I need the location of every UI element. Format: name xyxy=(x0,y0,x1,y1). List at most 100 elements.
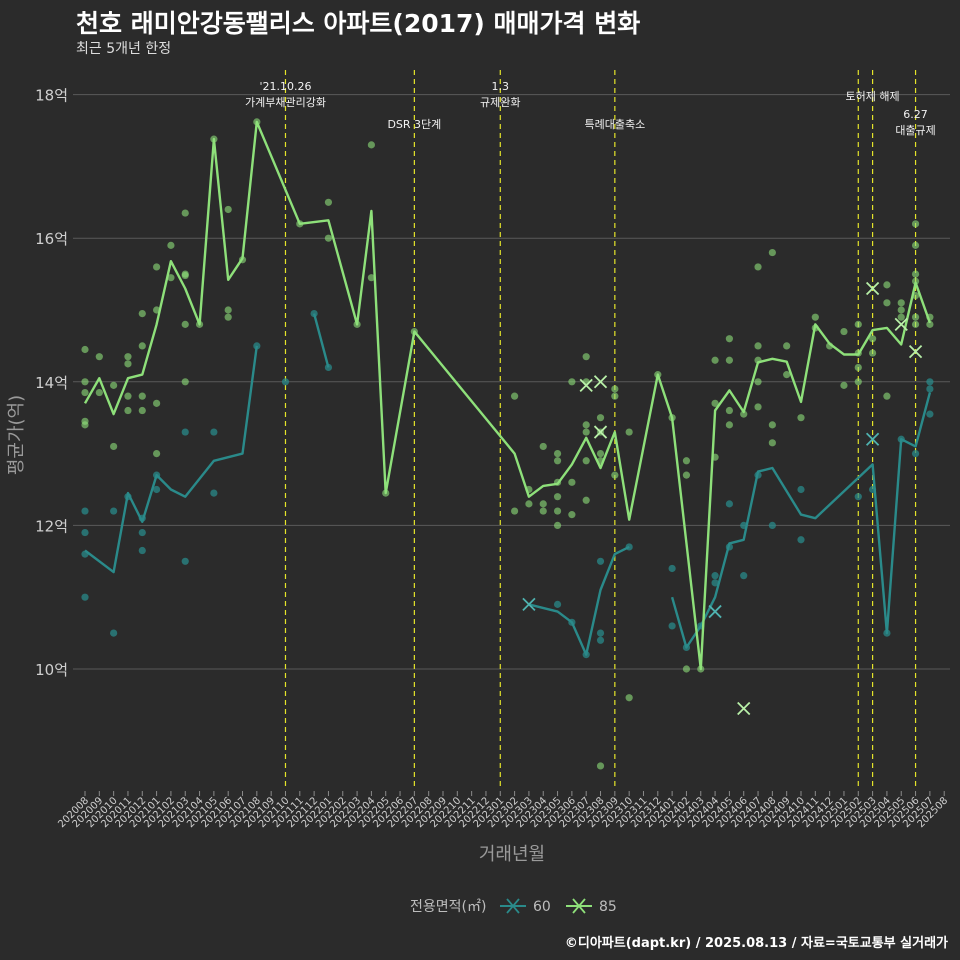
x-marker-85 xyxy=(593,375,608,389)
point-85 xyxy=(596,414,605,422)
point-85 xyxy=(725,335,734,343)
y-tick-label: 14억 xyxy=(35,374,68,392)
event-label: 가계부채관리강화 xyxy=(245,96,326,109)
point-85 xyxy=(611,385,619,393)
point-85 xyxy=(783,371,791,379)
point-60 xyxy=(138,528,146,537)
point-85 xyxy=(138,406,146,415)
point-85 xyxy=(725,356,734,364)
point-85 xyxy=(768,421,776,429)
point-85 xyxy=(124,406,132,415)
point-60 xyxy=(926,410,934,418)
point-60 xyxy=(81,593,89,601)
y-tick-label: 18억 xyxy=(35,87,68,105)
point-85 xyxy=(854,320,862,328)
point-85 xyxy=(181,271,189,280)
point-85 xyxy=(897,306,905,314)
point-85 xyxy=(510,392,519,400)
x-marker-60 xyxy=(708,604,722,619)
point-85 xyxy=(911,241,920,249)
point-60 xyxy=(553,600,562,608)
point-85 xyxy=(167,274,175,282)
point-60 xyxy=(596,629,605,637)
x-axis-title: 거래년월 xyxy=(479,844,545,865)
point-85 xyxy=(95,353,103,361)
event-label: 특례대출축소 xyxy=(584,118,645,131)
point-85 xyxy=(754,403,762,411)
point-85 xyxy=(539,500,547,508)
x-marker-85 xyxy=(593,425,608,439)
point-60 xyxy=(596,557,605,565)
legend-key-marker-85 xyxy=(572,898,586,914)
event-label: 1.3 xyxy=(492,80,510,93)
point-85 xyxy=(911,320,920,328)
x-marker-85 xyxy=(894,317,908,331)
point-85 xyxy=(568,378,576,386)
point-85 xyxy=(611,471,619,479)
point-60 xyxy=(81,507,89,515)
point-85 xyxy=(768,248,776,257)
point-85 xyxy=(883,281,891,289)
point-60 xyxy=(210,489,218,497)
x-marker-60 xyxy=(522,597,536,612)
legend: 전용면적(㎡) 60 85 xyxy=(410,898,617,915)
point-85 xyxy=(124,360,132,368)
point-60 xyxy=(668,622,676,630)
point-85 xyxy=(553,521,562,530)
point-85 xyxy=(153,399,161,407)
point-85 xyxy=(754,263,762,271)
point-60 xyxy=(181,557,189,565)
point-85 xyxy=(783,342,791,350)
point-60 xyxy=(81,528,89,537)
x-marker-85 xyxy=(865,281,880,296)
y-axis-ticks: 10억 12억 14억 16억 18억 xyxy=(35,87,68,679)
point-85 xyxy=(740,410,748,418)
point-85 xyxy=(682,457,691,465)
point-60 xyxy=(110,507,118,515)
point-85 xyxy=(596,450,605,458)
point-60 xyxy=(854,493,862,501)
point-85 xyxy=(81,388,89,397)
point-85 xyxy=(897,313,905,321)
x-marker-60 xyxy=(865,432,880,446)
point-85 xyxy=(81,345,89,354)
point-85 xyxy=(138,342,146,350)
point-85 xyxy=(911,270,920,278)
point-85 xyxy=(797,414,805,422)
point-85 xyxy=(768,439,776,447)
point-85 xyxy=(625,428,633,436)
point-85 xyxy=(110,381,118,389)
point-85 xyxy=(869,349,877,357)
legend-label-60: 60 xyxy=(533,899,551,915)
point-60 xyxy=(911,450,920,458)
event-label: '21.10.26 xyxy=(259,80,311,93)
legend-label-85: 85 xyxy=(599,899,617,915)
y-tick-label: 10억 xyxy=(35,661,68,679)
y-tick-label: 12억 xyxy=(35,517,68,535)
point-85 xyxy=(625,694,633,702)
point-60 xyxy=(310,309,318,318)
point-60 xyxy=(926,378,934,386)
y-tick-label: 16억 xyxy=(35,230,68,248)
point-85 xyxy=(582,457,590,465)
point-85 xyxy=(367,274,375,282)
legend-key-marker-60 xyxy=(506,898,520,914)
point-85 xyxy=(181,209,189,217)
point-85 xyxy=(911,313,920,321)
point-85 xyxy=(553,507,562,515)
point-60 xyxy=(797,536,805,544)
point-85 xyxy=(110,442,118,451)
point-85 xyxy=(153,263,161,271)
point-85 xyxy=(582,421,590,429)
point-85 xyxy=(911,220,920,228)
point-85 xyxy=(324,198,333,206)
x-marker-85 xyxy=(579,378,593,393)
point-85 xyxy=(553,450,562,458)
x-marker-85 xyxy=(908,345,923,359)
point-60 xyxy=(711,572,719,580)
point-85 xyxy=(181,320,189,328)
point-85 xyxy=(224,313,232,321)
point-85 xyxy=(568,511,576,519)
series-line-60 xyxy=(528,545,630,656)
